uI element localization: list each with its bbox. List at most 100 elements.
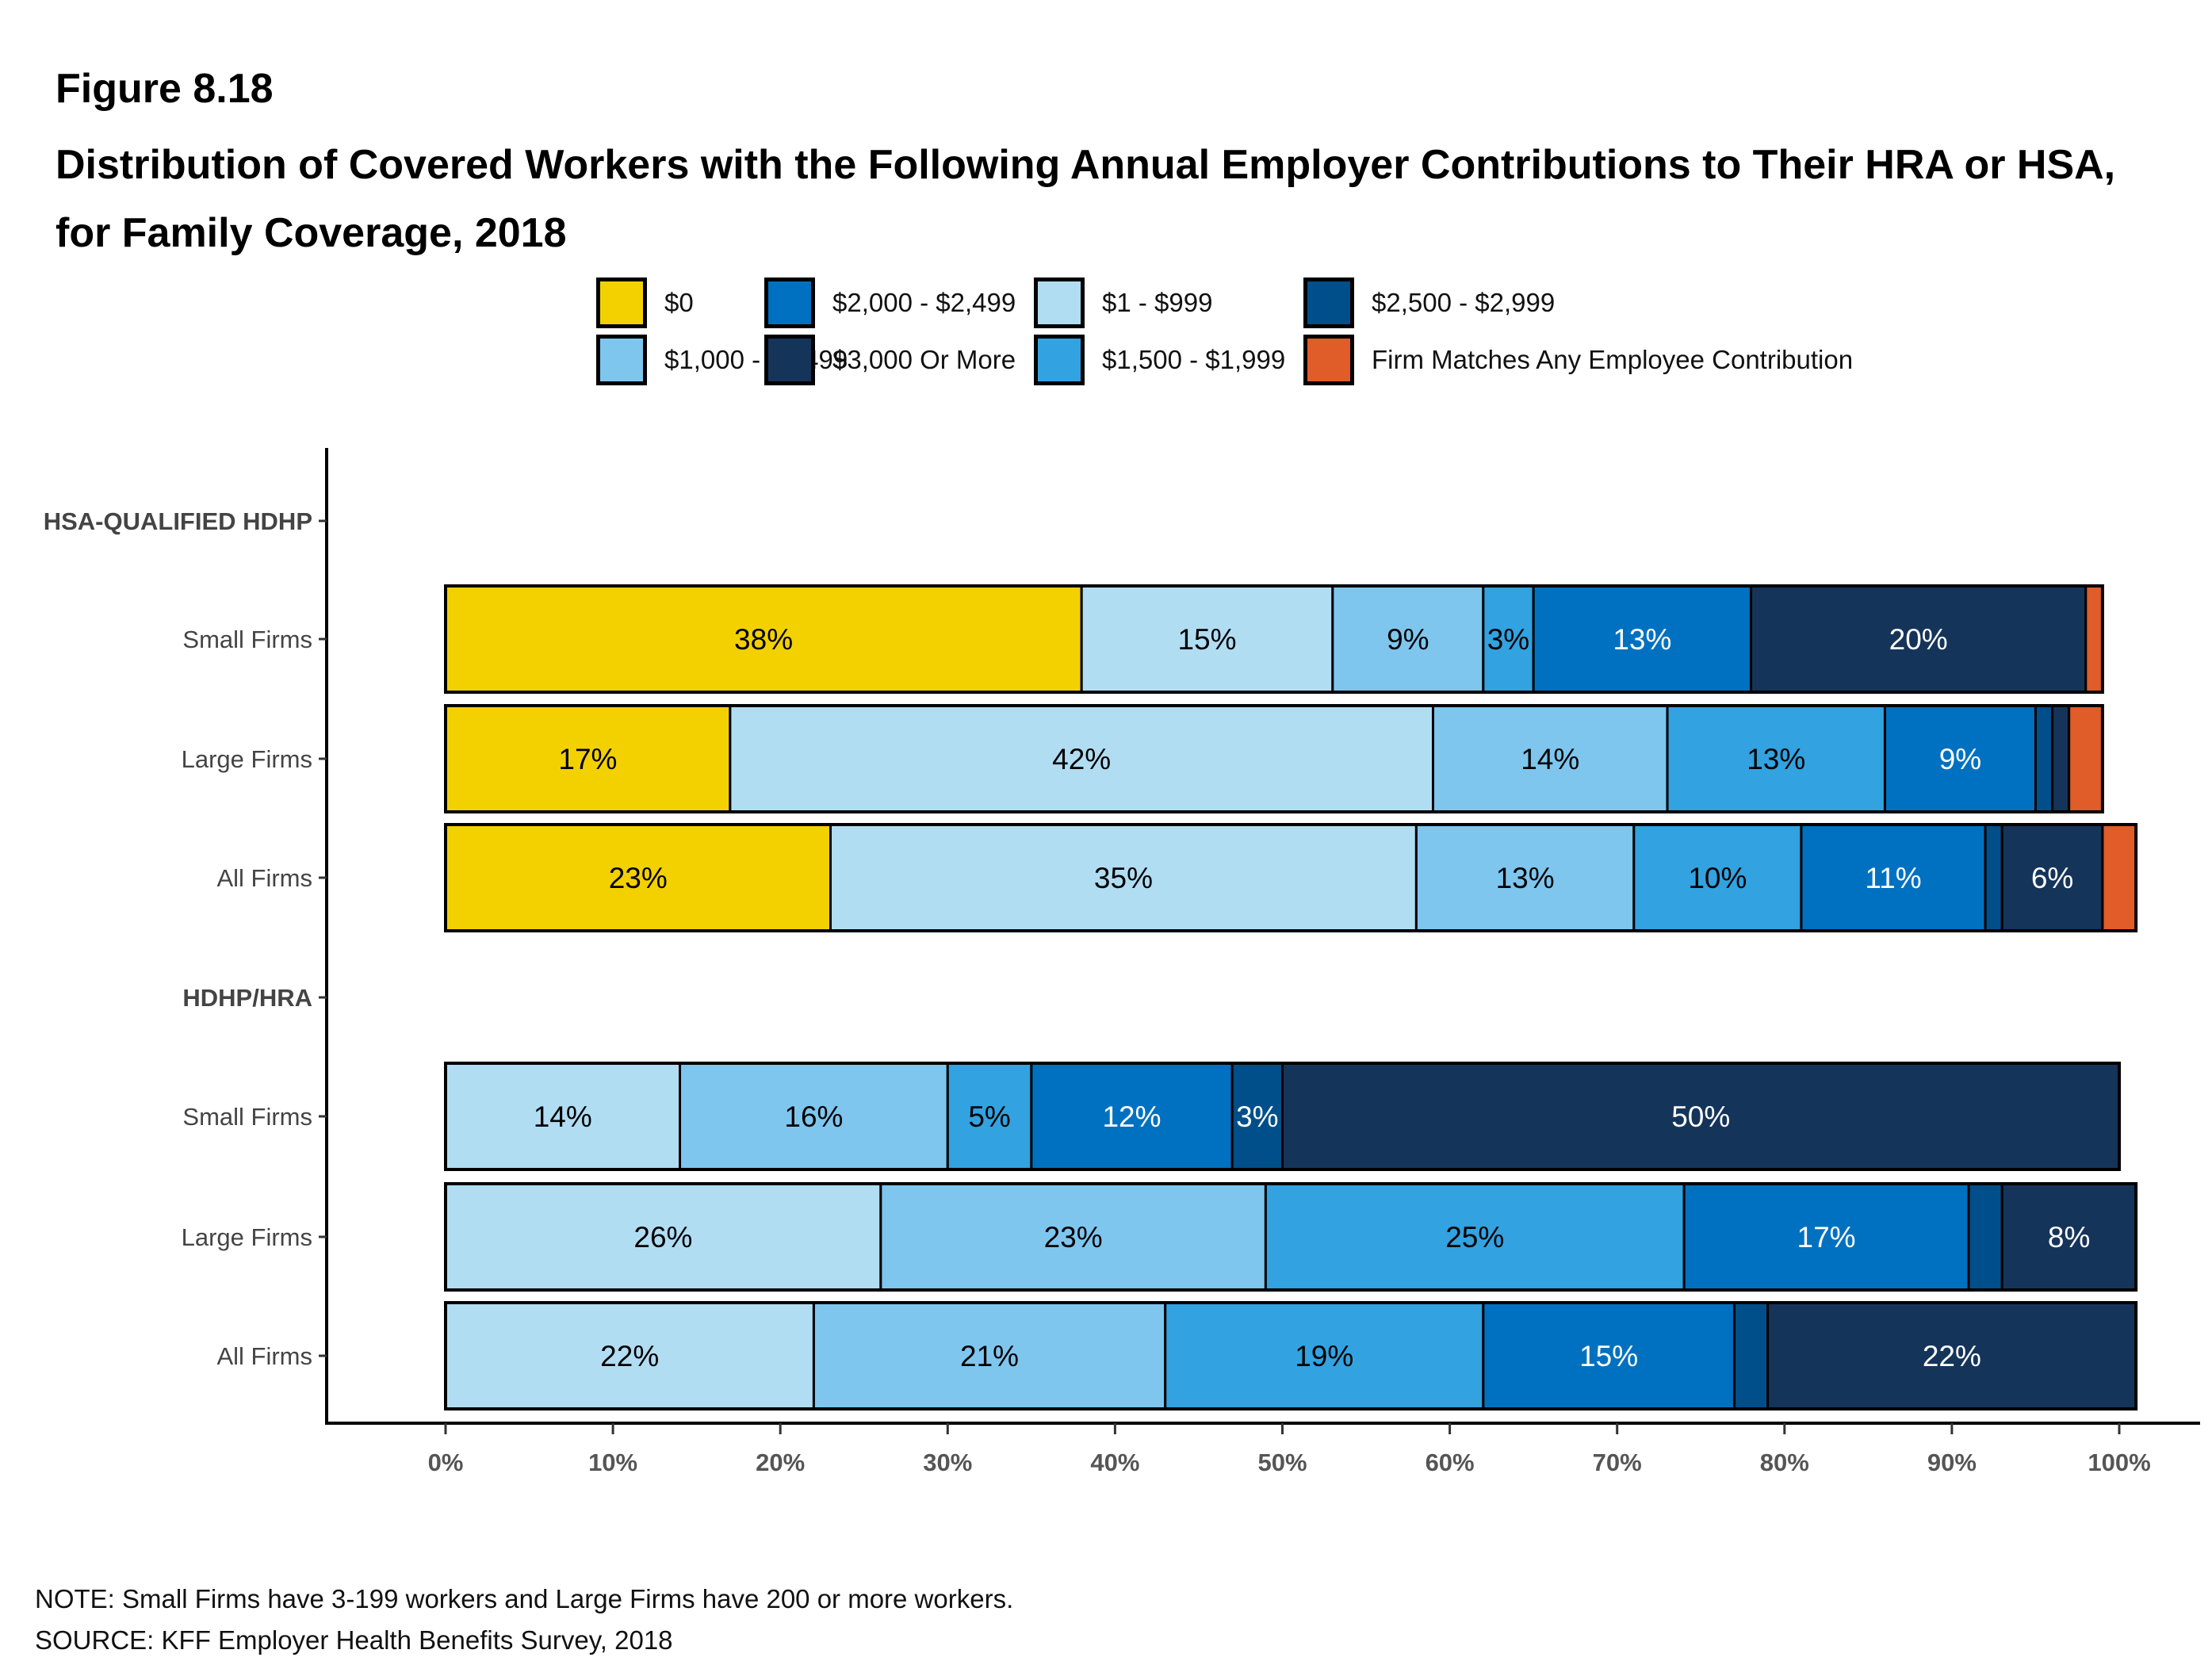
legend-label: $2,000 - $2,499 bbox=[832, 288, 1016, 317]
data-label: 10% bbox=[1688, 862, 1747, 894]
bar-segment bbox=[1414, 823, 1636, 932]
legend-item: $2,500 - $2,999 bbox=[1303, 278, 1555, 328]
row-label: Small Firms bbox=[182, 1103, 312, 1131]
legend-item: $0 bbox=[596, 278, 694, 328]
bar-outline bbox=[444, 823, 2138, 932]
legend-label: $1,000 - $1,499 bbox=[664, 345, 848, 374]
row-label: Large Firms bbox=[182, 1223, 312, 1251]
bar-segment bbox=[1080, 584, 1334, 694]
legend-swatch bbox=[1303, 335, 1354, 385]
data-label: 21% bbox=[960, 1340, 1019, 1372]
row-label: Small Firms bbox=[182, 626, 312, 653]
group-label: HSA-QUALIFIED HDHP bbox=[44, 507, 312, 535]
data-label: 42% bbox=[1052, 743, 1111, 775]
data-label: 50% bbox=[1671, 1100, 1730, 1133]
legend-swatch bbox=[1034, 335, 1085, 385]
x-tick-label: 70% bbox=[1593, 1449, 1642, 1476]
bar-outline bbox=[444, 1301, 2138, 1410]
data-label: 17% bbox=[558, 743, 617, 775]
bar-segment bbox=[1532, 584, 1753, 694]
group-label: HDHP/HRA bbox=[182, 984, 312, 1012]
data-label: 22% bbox=[600, 1340, 659, 1372]
legend-label: $1 - $999 bbox=[1102, 288, 1213, 317]
legend-swatch bbox=[596, 335, 647, 385]
x-tick-label: 90% bbox=[1927, 1449, 1977, 1476]
data-label: 13% bbox=[1613, 623, 1671, 656]
data-label: 3% bbox=[1236, 1100, 1278, 1133]
data-label: 9% bbox=[1387, 623, 1429, 656]
x-tick-label: 20% bbox=[756, 1449, 805, 1476]
data-label: 15% bbox=[1177, 623, 1236, 656]
data-label: 26% bbox=[633, 1221, 692, 1254]
bar-outline bbox=[444, 1062, 2121, 1171]
data-label: 38% bbox=[734, 623, 793, 656]
data-label: 9% bbox=[1939, 743, 1981, 775]
bar-segment bbox=[1482, 1301, 1736, 1410]
legend-label: $3,000 Or More bbox=[832, 345, 1016, 374]
data-label: 12% bbox=[1102, 1100, 1161, 1133]
x-tick-label: 40% bbox=[1090, 1449, 1139, 1476]
data-label: 17% bbox=[1797, 1221, 1856, 1254]
legend-item: $3,000 Or More bbox=[764, 335, 1016, 385]
legend-label: $0 bbox=[664, 288, 694, 317]
bar-segment bbox=[729, 704, 1434, 813]
legend-label: $1,500 - $1,999 bbox=[1102, 345, 1286, 374]
legend-item: $1,500 - $1,999 bbox=[1034, 335, 1285, 385]
legend-item: Firm Matches Any Employee Contribution bbox=[1303, 335, 1853, 385]
data-label: 11% bbox=[1865, 862, 1921, 894]
bar-segment bbox=[444, 1301, 815, 1410]
legend-label: $2,500 - $2,999 bbox=[1372, 288, 1556, 317]
x-tick-label: 60% bbox=[1426, 1449, 1475, 1476]
bar-segment bbox=[2051, 704, 2071, 813]
legend-item: $1 - $999 bbox=[1034, 278, 1212, 328]
data-label: 23% bbox=[1044, 1221, 1103, 1254]
bar-outline bbox=[444, 584, 2104, 694]
data-label: 25% bbox=[1445, 1221, 1504, 1254]
data-label: 6% bbox=[2031, 862, 2073, 894]
bar-segment bbox=[1666, 704, 1886, 813]
legend-swatch bbox=[596, 278, 647, 328]
legend-swatch bbox=[1034, 278, 1085, 328]
bar-segment bbox=[2068, 704, 2104, 813]
x-tick-label: 30% bbox=[923, 1449, 972, 1476]
data-label: 3% bbox=[1487, 623, 1529, 656]
data-label: 13% bbox=[1747, 743, 1805, 775]
legend-swatch bbox=[764, 278, 815, 328]
figure-label: Figure 8.18 bbox=[55, 66, 274, 112]
bar-segment bbox=[2034, 704, 2054, 813]
row-label: Large Firms bbox=[182, 745, 312, 773]
data-label: 5% bbox=[968, 1100, 1010, 1133]
legend-label: Firm Matches Any Employee Contribution bbox=[1372, 345, 1854, 374]
row-label: All Firms bbox=[216, 1342, 312, 1370]
bar-segment bbox=[2084, 584, 2104, 694]
bar-segment bbox=[1281, 1062, 2121, 1171]
bar-segment bbox=[444, 584, 1083, 694]
source-text: SOURCE: KFF Employer Health Benefits Sur… bbox=[35, 1625, 673, 1655]
bar-segment bbox=[444, 823, 832, 932]
bar-segment bbox=[1164, 1301, 1485, 1410]
legend-swatch bbox=[1303, 278, 1354, 328]
bar-segment bbox=[1984, 823, 2003, 932]
data-label: 22% bbox=[1923, 1340, 1981, 1372]
bar-segment bbox=[1682, 1182, 1970, 1292]
x-tick-label: 80% bbox=[1760, 1449, 1809, 1476]
bar-segment bbox=[1967, 1182, 2003, 1292]
bar-segment bbox=[946, 1062, 1033, 1171]
bar-outline bbox=[444, 1182, 2138, 1292]
data-label: 14% bbox=[1521, 743, 1579, 775]
bar-outline bbox=[444, 704, 2104, 813]
data-label: 14% bbox=[534, 1100, 592, 1133]
x-tick-label: 0% bbox=[428, 1449, 464, 1476]
legend-item: $2,000 - $2,499 bbox=[764, 278, 1016, 328]
legend-item: $1,000 - $1,499 bbox=[596, 335, 848, 385]
bar-segment bbox=[1732, 1301, 1770, 1410]
bar-segment bbox=[1030, 1062, 1234, 1171]
bar-segment bbox=[1750, 584, 2088, 694]
bar-segment bbox=[1883, 704, 2037, 813]
x-tick-label: 50% bbox=[1257, 1449, 1307, 1476]
data-label: 23% bbox=[609, 862, 668, 894]
note-text: NOTE: Small Firms have 3-199 workers and… bbox=[35, 1584, 1014, 1613]
row-label: All Firms bbox=[216, 864, 312, 892]
bar-segment bbox=[1264, 1182, 1686, 1292]
